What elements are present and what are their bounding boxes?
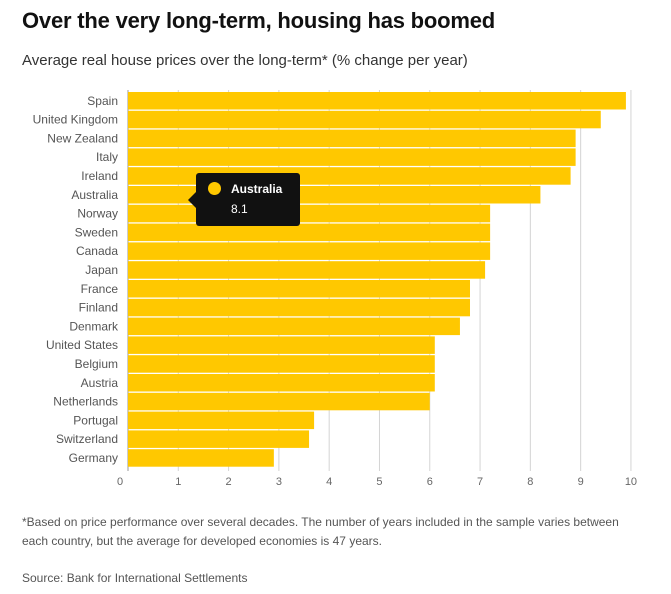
- category-label: Netherlands: [53, 395, 118, 409]
- bar-switzerland: [128, 430, 310, 448]
- x-tick-label: 1: [175, 476, 181, 488]
- bar-italy: [128, 148, 576, 166]
- category-label: France: [81, 282, 119, 296]
- bar-sweden: [128, 223, 491, 242]
- category-label: Austria: [81, 376, 119, 390]
- series-dot-icon: [208, 182, 221, 195]
- x-tick-label: 9: [578, 476, 584, 488]
- category-label: Portugal: [73, 413, 118, 427]
- x-tick-label: 6: [427, 476, 433, 488]
- bar-united-states: [128, 336, 435, 354]
- category-label: United States: [46, 338, 118, 352]
- tooltip-value: 8.1: [231, 202, 248, 216]
- x-tick-label: 8: [527, 476, 533, 488]
- category-label: Sweden: [75, 225, 118, 239]
- chart-title: Over the very long-term, housing has boo…: [22, 8, 496, 33]
- bar-france: [128, 280, 470, 298]
- bar-united-kingdom: [128, 110, 601, 129]
- x-tick-label: 4: [326, 476, 332, 488]
- bar-norway: [128, 204, 491, 223]
- category-label: Australia: [71, 188, 118, 202]
- bar-finland: [128, 298, 470, 317]
- source-note: Source: Bank for International Settlemen…: [22, 571, 248, 585]
- chart-subtitle: Average real house prices over the long-…: [22, 52, 468, 69]
- category-label: Switzerland: [56, 432, 118, 446]
- bar-austria: [128, 374, 435, 392]
- bar-chart: 0 1 2 3 4 5 6 7 8 9 10 Spain United Kingdom New Zeala…: [33, 90, 637, 488]
- category-label: Japan: [85, 263, 118, 277]
- category-label: Spain: [87, 94, 118, 108]
- category-label: Canada: [76, 244, 118, 258]
- data-tooltip: Australia 8.1: [188, 173, 300, 226]
- category-label: New Zealand: [47, 131, 118, 145]
- tooltip-country: Australia: [231, 182, 283, 196]
- bar-belgium: [128, 355, 435, 373]
- category-label: Denmark: [69, 319, 119, 333]
- x-tick-label: 3: [276, 476, 282, 488]
- x-tick-label: 5: [376, 476, 382, 488]
- bar-spain: [128, 92, 626, 110]
- category-label: Ireland: [81, 169, 118, 183]
- x-tick-label: 2: [226, 476, 232, 488]
- bar-ireland: [128, 167, 571, 185]
- bar-portugal: [128, 411, 315, 430]
- bar-new-zealand: [128, 129, 576, 148]
- bar-netherlands: [128, 392, 430, 411]
- x-tick-label: 7: [477, 476, 483, 488]
- bar-canada: [128, 242, 491, 260]
- category-label: Belgium: [75, 357, 118, 371]
- bar-denmark: [128, 317, 460, 336]
- bar-japan: [128, 261, 486, 279]
- category-label: United Kingdom: [33, 113, 118, 127]
- x-tick-label: 10: [625, 476, 637, 488]
- category-label: Finland: [79, 301, 118, 315]
- footnote: *Based on price performance over several…: [22, 515, 619, 548]
- bar-germany: [128, 449, 274, 467]
- category-label: Italy: [96, 150, 118, 164]
- category-label: Germany: [69, 451, 118, 465]
- x-tick-label: 0: [117, 476, 123, 488]
- category-label: Norway: [77, 207, 118, 221]
